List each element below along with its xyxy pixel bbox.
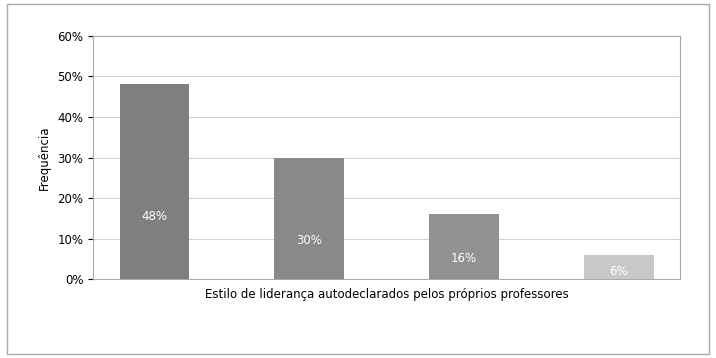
Bar: [274, 158, 344, 279]
Text: 30%: 30%: [296, 234, 322, 247]
Text: 48%: 48%: [142, 211, 168, 223]
Text: 16%: 16%: [451, 252, 477, 265]
Bar: [429, 214, 499, 279]
Text: 6%: 6%: [609, 265, 628, 278]
Bar: [584, 255, 654, 279]
Bar: [120, 84, 190, 279]
X-axis label: Estilo de liderança autodeclarados pelos próprios professores: Estilo de liderança autodeclarados pelos…: [205, 287, 569, 301]
Y-axis label: Frequência: Frequência: [37, 125, 50, 190]
